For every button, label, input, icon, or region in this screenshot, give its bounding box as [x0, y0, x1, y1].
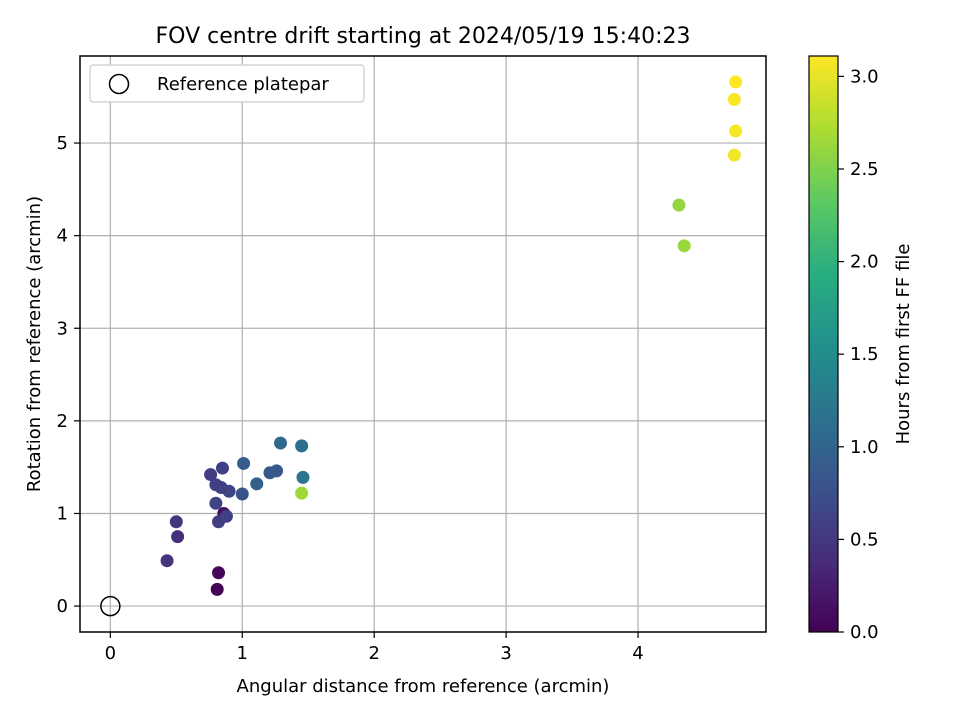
reference-platepar-marker — [100, 595, 121, 617]
data-point — [204, 468, 218, 482]
y-tick-label: 5 — [57, 133, 68, 154]
colorbar-tick-label: 0.0 — [850, 622, 879, 643]
plot-area — [80, 56, 766, 632]
data-point — [295, 439, 309, 453]
x-tick-label: 4 — [632, 643, 643, 664]
colorbar-ticks: 0.0 0.5 1.0 1.5 2.0 2.5 3.0 — [838, 66, 879, 643]
legend-marker-open-circle — [108, 73, 130, 95]
data-point — [727, 148, 741, 162]
data-point — [160, 554, 174, 568]
y-axis-ticks: 0 1 2 3 4 5 — [57, 133, 80, 617]
data-point — [672, 198, 686, 212]
plot-frame — [79, 55, 767, 633]
x-tick-label: 0 — [105, 643, 116, 664]
colorbar — [808, 55, 839, 633]
data-point — [729, 124, 743, 138]
data-point — [727, 93, 741, 107]
data-point — [274, 436, 288, 450]
data-point — [295, 486, 309, 500]
data-point — [214, 481, 228, 495]
colorbar-tick-label: 3.0 — [850, 66, 879, 87]
legend: Reference platepar — [89, 64, 365, 103]
data-point — [169, 515, 183, 529]
x-axis-ticks: 0 1 2 3 4 — [105, 632, 644, 664]
data-point — [235, 487, 249, 501]
data-point — [209, 496, 223, 510]
data-point — [729, 75, 743, 89]
chart-title: FOV centre drift starting at 2024/05/19 … — [156, 24, 691, 49]
colorbar-tick-label: 0.5 — [850, 529, 879, 550]
data-point — [677, 239, 691, 253]
y-tick-label: 1 — [57, 503, 68, 524]
colorbar-tick-label: 2.0 — [850, 252, 879, 273]
colorbar-label: Hours from first FF file — [893, 244, 914, 445]
data-point — [250, 477, 264, 491]
data-point — [215, 461, 229, 475]
y-tick-label: 4 — [57, 226, 68, 247]
data-points — [100, 75, 743, 617]
y-tick-label: 3 — [57, 318, 68, 339]
data-point — [270, 464, 284, 478]
x-tick-label: 2 — [368, 643, 379, 664]
data-point — [219, 509, 233, 523]
legend-label: Reference platepar — [157, 74, 329, 95]
colorbar-tick-label: 1.0 — [850, 437, 879, 458]
legend-box — [89, 64, 365, 103]
grid-lines — [80, 56, 766, 632]
y-tick-label: 2 — [57, 411, 68, 432]
data-point — [212, 566, 226, 580]
data-point — [210, 582, 224, 596]
y-tick-label: 0 — [57, 596, 68, 617]
data-point — [171, 530, 185, 544]
x-tick-label: 3 — [500, 643, 511, 664]
colorbar-tick-label: 2.5 — [850, 159, 879, 180]
x-tick-label: 1 — [237, 643, 248, 664]
data-point — [296, 470, 310, 484]
data-point — [237, 456, 251, 470]
x-axis-label: Angular distance from reference (arcmin) — [237, 676, 610, 697]
colorbar-tick-label: 1.5 — [850, 344, 879, 365]
y-axis-label: Rotation from reference (arcmin) — [24, 196, 45, 492]
